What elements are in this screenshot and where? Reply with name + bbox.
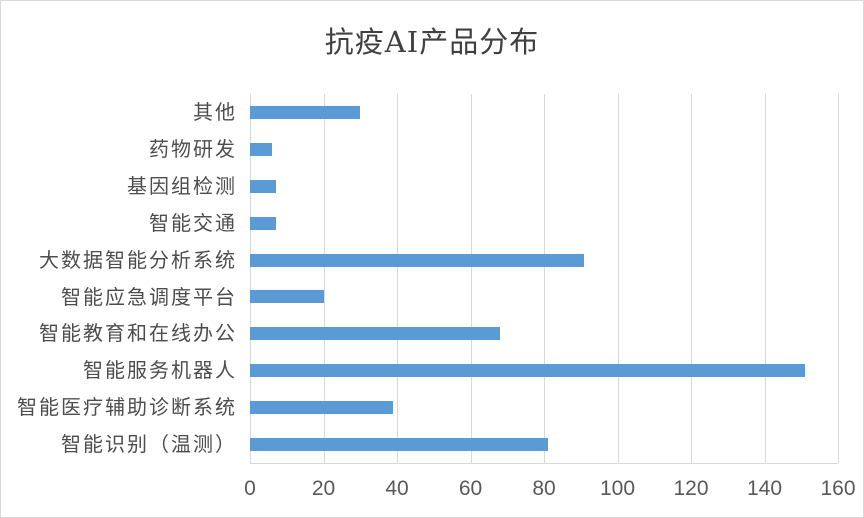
- bar: [250, 401, 394, 415]
- bar: [250, 216, 276, 230]
- gridline: [764, 94, 766, 463]
- x-tick-label: 0: [244, 477, 256, 500]
- category-label: 智能服务机器人: [83, 358, 237, 383]
- gridline: [323, 94, 325, 463]
- category-label: 智能识别（温测）: [61, 432, 237, 457]
- gridline: [838, 94, 839, 463]
- gridline: [691, 94, 692, 463]
- gridline: [250, 94, 251, 463]
- category-label: 智能交通: [149, 210, 237, 235]
- gridline: [397, 94, 398, 463]
- category-axis: 其他药物研发基因组检测智能交通大数据智能分析系统智能应急调度平台智能教育和在线办…: [1, 94, 237, 463]
- x-tick-label: 120: [673, 477, 709, 500]
- bar: [250, 142, 273, 156]
- x-tick-label: 80: [532, 477, 556, 500]
- bar: [250, 179, 276, 193]
- bar: [250, 438, 548, 451]
- category-label: 智能应急调度平台: [61, 284, 237, 309]
- category-label: 智能医疗辅助诊断系统: [17, 395, 237, 420]
- chart-title: 抗疫AI产品分布: [324, 25, 540, 59]
- bar: [250, 364, 805, 378]
- bar: [250, 253, 585, 267]
- x-tick-label: 100: [599, 477, 636, 500]
- x-tick-label: 20: [311, 477, 336, 500]
- x-tick-label: 40: [385, 477, 409, 500]
- category-label: 智能教育和在线办公: [39, 321, 237, 346]
- bar: [250, 327, 500, 341]
- category-label: 大数据智能分析系统: [39, 247, 237, 272]
- x-tick-label: 160: [820, 477, 856, 500]
- bar: [250, 290, 324, 304]
- category-label: 基因组检测: [127, 173, 237, 198]
- category-label: 其他: [193, 100, 237, 124]
- category-label: 药物研发: [149, 136, 237, 161]
- bar: [250, 105, 361, 119]
- value-axis: 0 20 40 60 80 100 120 140 160: [1, 477, 863, 507]
- gridline: [544, 94, 545, 463]
- x-tick-label: 60: [458, 477, 483, 500]
- x-tick-label: 140: [746, 477, 783, 500]
- gridline: [470, 94, 472, 463]
- plot-area: [250, 94, 839, 464]
- gridline: [617, 94, 619, 463]
